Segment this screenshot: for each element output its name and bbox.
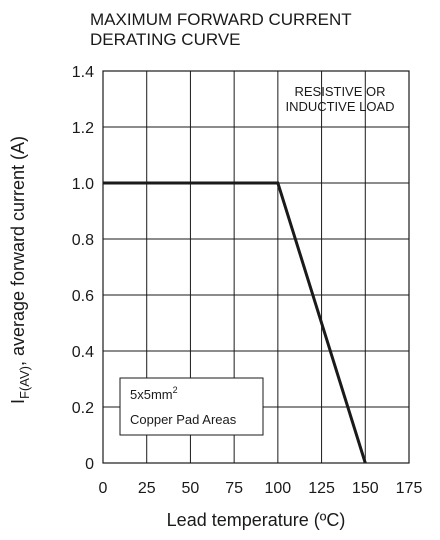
load-note-line-1: RESISTIVE OR	[294, 84, 385, 99]
plot-frame	[102, 70, 410, 464]
x-tick-labels: 0 25 50 75 100 125 150 175	[99, 480, 423, 497]
y-axis-label-subscript: F(AV)	[17, 366, 32, 399]
y-tick-label: 0.4	[72, 344, 94, 361]
x-axis-label: Lead temperature (ºC)	[167, 510, 346, 530]
chart-title-line-1: MAXIMUM FORWARD CURRENT	[90, 10, 352, 29]
y-tick-label: 0.6	[72, 288, 94, 305]
y-tick-labels: 0 0.2 0.4 0.6 0.8 1.0 1.2 1.4	[72, 64, 94, 473]
chart-title-line-2: DERATING CURVE	[90, 30, 241, 49]
derating-curve	[103, 181, 367, 464]
y-tick-label: 0.8	[72, 232, 94, 249]
x-tick-label: 75	[225, 480, 243, 497]
x-tick-label: 175	[396, 480, 423, 497]
load-note-line-2: INDUCTIVE LOAD	[285, 99, 394, 114]
x-tick-label: 125	[308, 480, 335, 497]
pad-note-size: 5x5mm	[130, 387, 173, 402]
x-tick-label: 100	[265, 480, 292, 497]
y-tick-label: 0.2	[72, 400, 94, 417]
y-tick-label: 1.0	[72, 176, 94, 193]
y-tick-label: 0	[85, 456, 94, 473]
x-tick-label: 150	[352, 480, 379, 497]
pad-note-line-2: Copper Pad Areas	[130, 412, 237, 427]
x-tick-label: 0	[99, 480, 108, 497]
pad-note-line-1: 5x5mm2	[130, 385, 178, 402]
x-tick-label: 25	[138, 480, 156, 497]
y-tick-label: 1.2	[72, 120, 94, 137]
y-axis-label-suffix: , average forward current (A)	[8, 136, 28, 366]
pad-note-size-superscript: 2	[173, 385, 178, 395]
pad-note-box	[119, 377, 264, 436]
y-axis-label-prefix: I	[8, 399, 28, 404]
y-axis-label: IF(AV), average forward current (A)	[8, 136, 32, 404]
x-tick-label: 50	[182, 480, 200, 497]
y-tick-label: 1.4	[72, 64, 94, 81]
